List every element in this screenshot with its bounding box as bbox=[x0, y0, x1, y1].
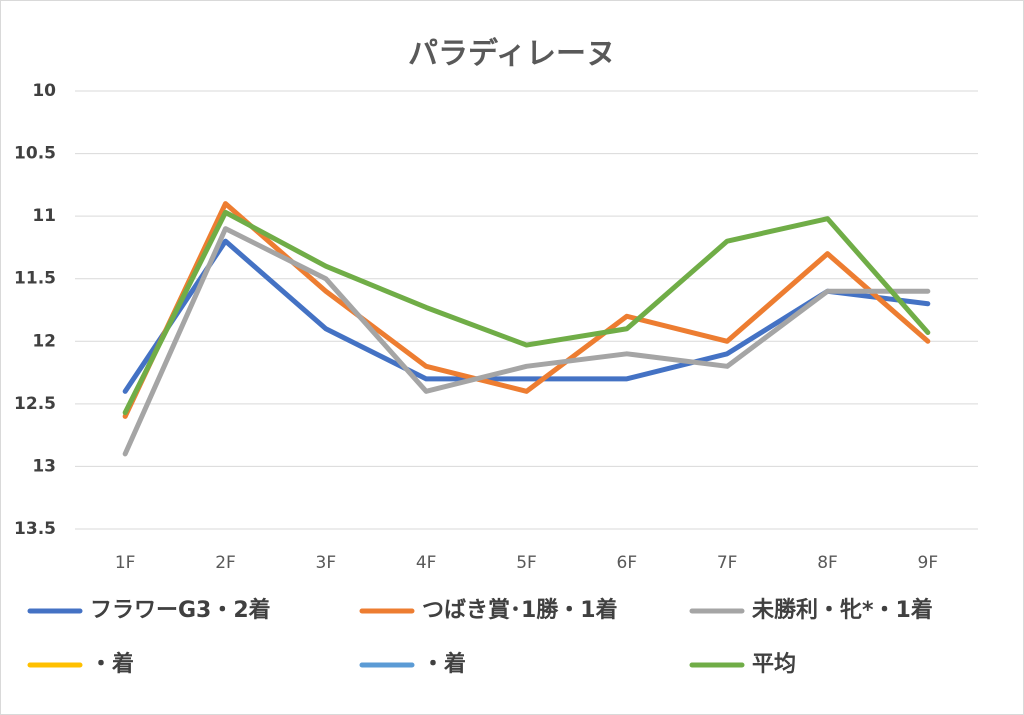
x-tick-label: 1F bbox=[115, 553, 136, 573]
x-tick-label: 9F bbox=[918, 553, 939, 573]
chart-title: パラディレーヌ bbox=[408, 37, 616, 72]
x-tick-label: 4F bbox=[416, 553, 437, 573]
x-tick-label: 7F bbox=[717, 553, 738, 573]
legend-label: フラワーG3・2着 bbox=[90, 597, 271, 623]
legend-label: ・着 bbox=[422, 651, 466, 677]
series-line bbox=[122, 238, 931, 394]
y-tick-label: 12.5 bbox=[14, 394, 56, 414]
x-tick-label: 3F bbox=[316, 553, 337, 573]
x-tick-label: 8F bbox=[817, 553, 838, 573]
y-tick-label: 11 bbox=[32, 206, 56, 226]
y-tick-label: 12 bbox=[32, 331, 56, 351]
x-tick-label: 2F bbox=[215, 553, 236, 573]
x-tick-label: 6F bbox=[617, 553, 638, 573]
legend-label: 平均 bbox=[752, 651, 796, 677]
legend-label: ・着 bbox=[90, 651, 134, 677]
x-tick-label: 5F bbox=[516, 553, 537, 573]
y-tick-label: 10 bbox=[32, 81, 56, 101]
y-tick-label: 13.5 bbox=[14, 519, 56, 539]
y-tick-label: 13 bbox=[32, 456, 56, 476]
y-tick-label: 10.5 bbox=[14, 144, 56, 164]
legend-label: 未勝利・牝*・1着 bbox=[752, 597, 933, 623]
y-tick-label: 11.5 bbox=[14, 269, 56, 289]
legend-label: つばき賞･1勝・1着 bbox=[422, 597, 618, 623]
series-line bbox=[122, 209, 931, 416]
series-line bbox=[122, 226, 931, 457]
